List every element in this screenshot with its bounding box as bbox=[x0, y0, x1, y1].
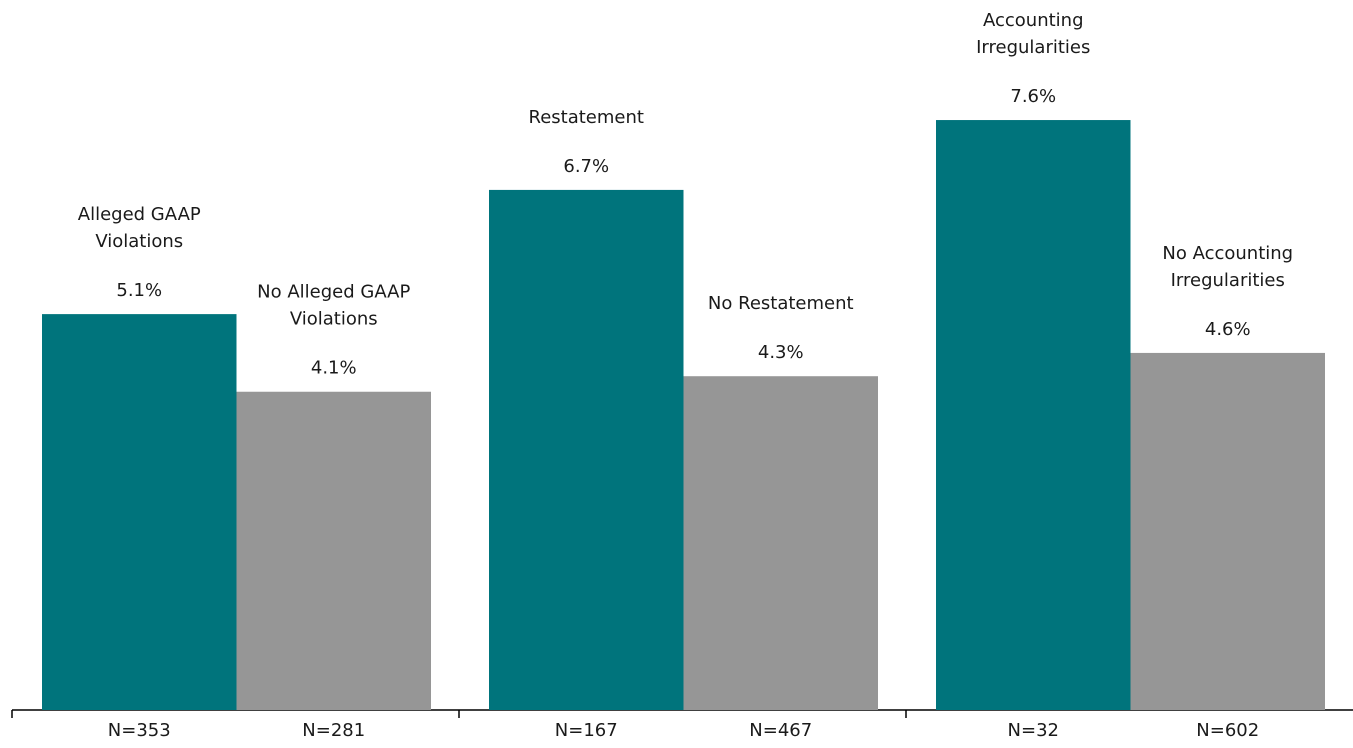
value-label: 5.1% bbox=[116, 280, 162, 301]
bar-label: Restatement bbox=[529, 107, 644, 128]
x-tick-label: N=32 bbox=[1008, 720, 1059, 741]
value-label: 6.7% bbox=[563, 156, 609, 177]
x-tick-label: N=281 bbox=[302, 720, 365, 741]
x-tick-label: N=467 bbox=[749, 720, 812, 741]
bar bbox=[489, 189, 684, 711]
bar bbox=[42, 314, 237, 710]
x-tick-label: N=353 bbox=[108, 720, 171, 741]
value-label: 4.6% bbox=[1205, 319, 1251, 340]
value-label: 4.1% bbox=[311, 358, 357, 379]
bar bbox=[683, 376, 878, 710]
bar-label: No Restatement bbox=[708, 293, 854, 314]
bar-label: Accounting bbox=[983, 10, 1084, 31]
bar-label: Violations bbox=[290, 309, 378, 330]
bar-label: Irregularities bbox=[976, 37, 1090, 58]
bar bbox=[236, 391, 431, 710]
value-label: 4.3% bbox=[758, 342, 804, 363]
bar-label: Irregularities bbox=[1171, 270, 1285, 291]
x-tick-label: N=602 bbox=[1196, 720, 1259, 741]
bar bbox=[936, 120, 1131, 711]
bar-label: No Accounting bbox=[1162, 243, 1293, 264]
bar-label: Violations bbox=[95, 231, 183, 252]
value-label: 7.6% bbox=[1010, 86, 1056, 107]
x-tick-label: N=167 bbox=[555, 720, 618, 741]
bar bbox=[1130, 352, 1325, 710]
bar-label: No Alleged GAAP bbox=[257, 282, 410, 303]
bar-label: Alleged GAAP bbox=[78, 204, 201, 225]
